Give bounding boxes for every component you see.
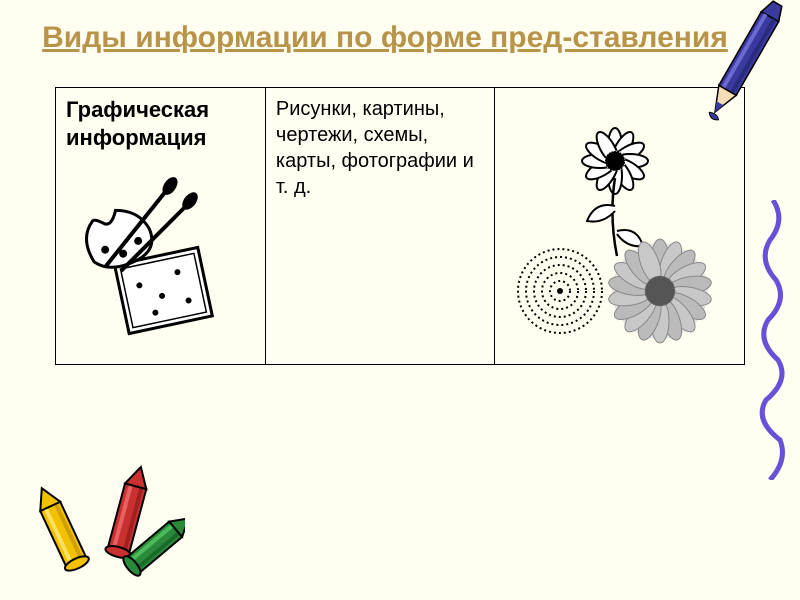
- cell-category: Графическая информация: [56, 88, 266, 365]
- palette-icon: [66, 171, 255, 356]
- cell-examples: [495, 88, 745, 365]
- flowers-icon: [505, 96, 734, 351]
- pencil-blue-icon: [700, 0, 790, 125]
- category-label: Графическая информация: [66, 96, 255, 151]
- squiggle-icon: [758, 200, 788, 485]
- info-table: Графическая информация: [55, 87, 745, 365]
- cell-description: Рисунки, картины, чертежи, схемы, карты,…: [265, 88, 494, 365]
- page-title: Виды информации по форме пред-ставления: [0, 0, 800, 67]
- crayons-icon: [25, 460, 185, 590]
- description-text: Рисунки, картины, чертежи, схемы, карты,…: [276, 96, 484, 200]
- table-row: Графическая информация: [56, 88, 745, 365]
